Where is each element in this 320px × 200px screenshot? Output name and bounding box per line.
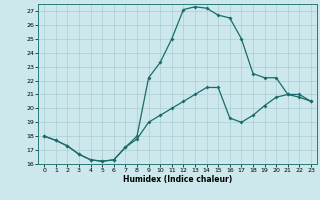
X-axis label: Humidex (Indice chaleur): Humidex (Indice chaleur): [123, 175, 232, 184]
